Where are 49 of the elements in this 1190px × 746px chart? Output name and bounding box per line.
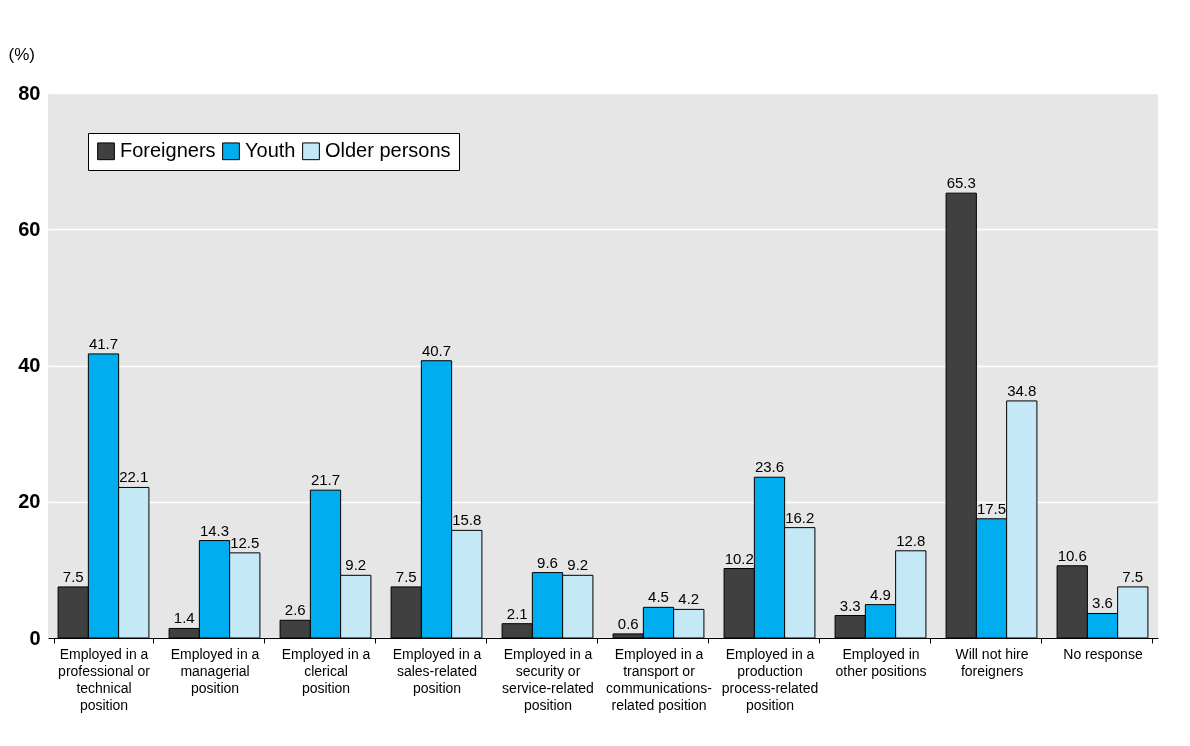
data-label: 9.2 — [345, 556, 367, 574]
legend-label: Youth — [245, 139, 296, 162]
data-label: 14.3 — [199, 521, 230, 539]
data-label: 2.6 — [284, 601, 306, 619]
data-label: 15.8 — [452, 511, 482, 529]
data-label: 9.6 — [537, 553, 558, 571]
legend-label: Foreigners — [120, 139, 216, 162]
y-tick-label: 0 — [29, 626, 41, 649]
data-label: 22.1 — [119, 468, 149, 486]
x-tick-label: Employed in other positions — [835, 645, 927, 679]
data-label: 7.5 — [62, 567, 84, 585]
data-label: 3.3 — [839, 596, 861, 614]
data-label: 16.2 — [785, 508, 815, 526]
data-label: 7.5 — [395, 567, 417, 585]
x-tick-label: No response — [1063, 645, 1143, 662]
data-label: 12.8 — [896, 531, 926, 549]
data-label: 41.7 — [88, 334, 119, 352]
y-axis-title: (%) — [8, 44, 35, 64]
data-label: 40.7 — [421, 341, 452, 359]
x-tick-label: Employed in a production process-related position — [721, 645, 819, 713]
data-label: 4.9 — [870, 585, 891, 603]
data-label: 34.8 — [1007, 381, 1037, 399]
x-tick-label: Employed in a managerial position — [170, 645, 260, 696]
y-tick-label: 60 — [18, 217, 41, 240]
x-tick-label: Employed in a security or service-related position — [502, 645, 594, 713]
x-tick-label: Will not hire foreigners — [955, 645, 1029, 679]
x-tick-label: Employed in a sales-related position — [392, 645, 482, 696]
data-label: 7.5 — [1122, 567, 1144, 585]
data-label: 17.5 — [976, 499, 1007, 517]
x-tick-label: Employed in a transport or communications-related position — [606, 645, 713, 713]
y-tick-label: 40 — [18, 354, 41, 376]
data-label: 21.7 — [310, 471, 341, 489]
x-tick-label: Employed in a professional or technical position — [58, 645, 151, 713]
data-label: 12.5 — [230, 533, 260, 551]
data-label: 2.1 — [506, 604, 528, 622]
data-label: 4.2 — [678, 590, 700, 608]
data-label: 4.5 — [648, 588, 669, 606]
data-label: 0.6 — [617, 614, 639, 632]
legend-label: Older persons — [325, 139, 451, 162]
data-label: 10.2 — [724, 549, 754, 567]
y-tick-label: 80 — [18, 81, 41, 104]
data-label: 10.6 — [1057, 546, 1087, 564]
y-tick-label: 20 — [18, 490, 41, 513]
data-label: 3.6 — [1092, 594, 1113, 612]
data-label: 65.3 — [946, 174, 976, 192]
data-label: 1.4 — [173, 609, 195, 627]
data-label: 9.2 — [567, 556, 589, 574]
x-tick-label: Employed in a clerical position — [281, 645, 371, 696]
data-label: 23.6 — [754, 458, 785, 476]
